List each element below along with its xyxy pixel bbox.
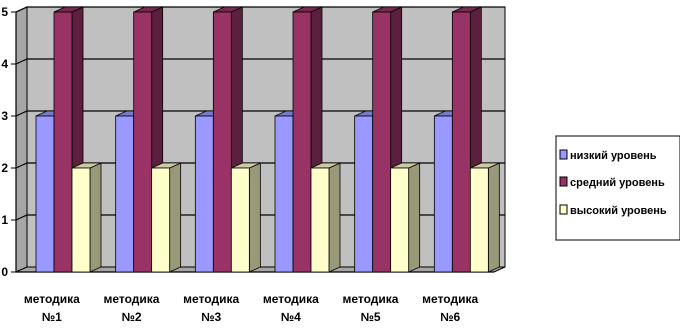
bar-front-face xyxy=(230,167,250,273)
bar-3 xyxy=(469,162,500,273)
y-tick-label: 5 xyxy=(1,5,8,19)
bar-side-face xyxy=(328,162,341,273)
bar-front-face xyxy=(451,11,471,273)
x-tick-label-line2: №1 xyxy=(42,310,62,324)
bar-side-face xyxy=(248,162,261,273)
bar-front-face xyxy=(292,11,312,273)
bar-side-face xyxy=(487,162,500,273)
bar-front-face xyxy=(390,167,410,273)
x-tick-label-line2: №5 xyxy=(360,310,380,324)
y-tick-label: 1 xyxy=(1,213,8,227)
x-tick-label-line1: методика xyxy=(24,292,80,306)
y-tick-label: 3 xyxy=(1,109,8,123)
bar-front-face xyxy=(35,115,55,273)
x-tick-label-line1: методика xyxy=(422,292,478,306)
bar-3 xyxy=(71,162,102,273)
legend-swatch xyxy=(559,149,568,160)
bar-front-face xyxy=(274,115,294,273)
bar-front-face xyxy=(53,11,73,273)
legend-label: средний уровень xyxy=(570,177,665,189)
legend: низкий уровень средний уровень высокий уро… xyxy=(555,135,680,241)
bar-side-face xyxy=(169,162,182,273)
bar-side-face xyxy=(89,162,102,273)
bar-side-face xyxy=(408,162,421,273)
bar-front-face xyxy=(212,11,232,273)
y-tick-label: 2 xyxy=(1,161,8,175)
x-tick-label-line2: №6 xyxy=(440,310,460,324)
gridline xyxy=(15,58,505,65)
legend-frame xyxy=(555,135,680,241)
x-tick-label-line1: методика xyxy=(343,292,399,306)
bar-front-face xyxy=(133,11,153,273)
x-tick-label-line1: методика xyxy=(263,292,319,306)
legend-label: низкий уровень xyxy=(570,150,657,162)
gridline xyxy=(15,214,505,221)
bar-front-face xyxy=(151,167,171,273)
bar-front-face xyxy=(115,115,135,273)
gridline xyxy=(15,110,505,117)
legend-swatch xyxy=(559,204,568,215)
plot-side-wall xyxy=(15,6,28,273)
legend-label: высокий уровень xyxy=(570,205,667,217)
bar-front-face xyxy=(354,115,374,273)
bar-3 xyxy=(390,162,421,273)
bar-3 xyxy=(151,162,182,273)
x-tick-label-line2: №2 xyxy=(121,310,141,324)
gridline xyxy=(15,162,505,169)
plot-area: 0 1 2 3 4 5 методика №1 методика №2 методика №3 мето… xyxy=(1,5,506,324)
x-tick-label-line1: методика xyxy=(104,292,160,306)
bar-front-face xyxy=(310,167,330,273)
x-tick-label-line1: методика xyxy=(183,292,239,306)
legend-swatch xyxy=(559,176,568,187)
bar-front-face xyxy=(71,167,91,273)
x-tick-label-line2: №3 xyxy=(201,310,221,324)
y-tick-label: 4 xyxy=(1,57,8,71)
bar-front-face xyxy=(469,167,489,273)
x-tick-label-line2: №4 xyxy=(281,310,301,324)
plot-back-wall xyxy=(26,6,506,268)
bar-front-face xyxy=(194,115,214,273)
bar-3 xyxy=(230,162,261,273)
bar-front-face xyxy=(372,11,392,273)
bar-3 xyxy=(310,162,341,273)
y-tick-label: 0 xyxy=(1,265,8,279)
bar-front-face xyxy=(433,115,453,273)
